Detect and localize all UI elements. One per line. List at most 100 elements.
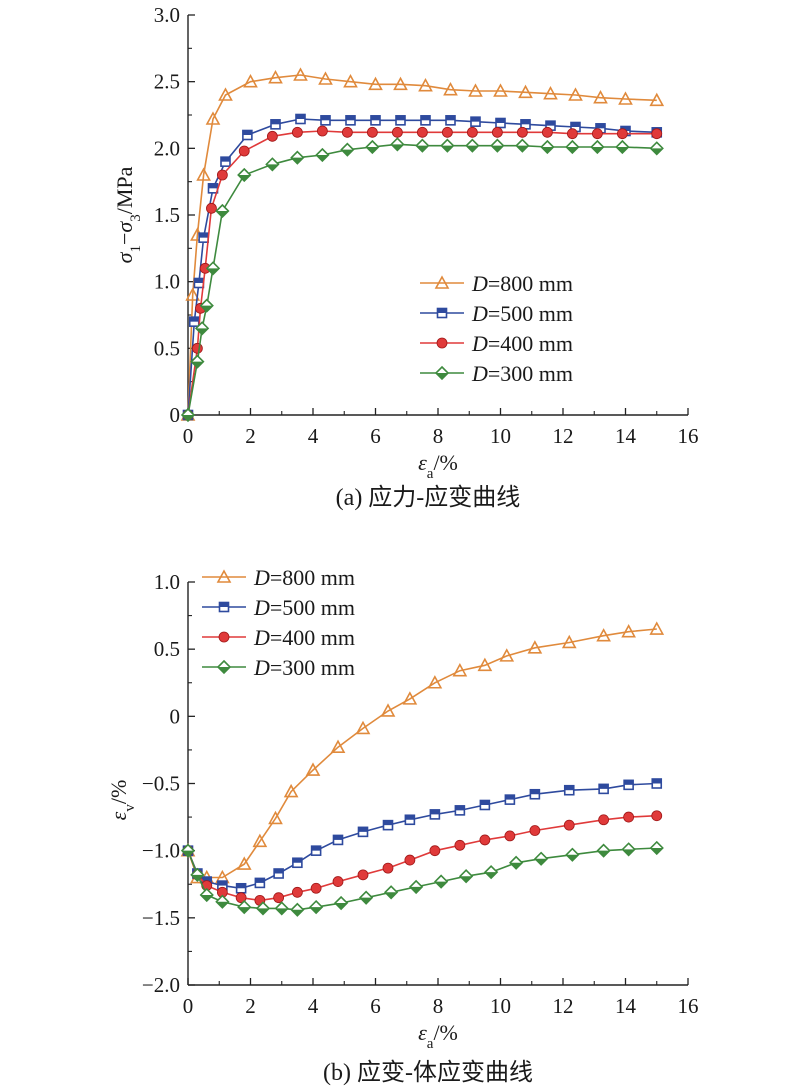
a-data-point (418, 77, 433, 92)
b-x-tick-label: 12 (553, 994, 574, 1018)
b-data-point-fill (485, 872, 498, 879)
a-series-1 (180, 67, 665, 421)
b-legend-marker-fill (218, 667, 230, 673)
chart-a-ylabel: σ1−σ3/MPa (112, 166, 144, 263)
a-data-point (468, 83, 483, 97)
a-data-point (416, 126, 428, 138)
a-data-point (593, 89, 608, 104)
b-data-point (235, 892, 247, 904)
chart-b-legend: D=800 mm D=500 mm D=400 mm D=300 mm (202, 565, 355, 680)
a-data-point-fill (541, 147, 554, 153)
a-data-point-fill (391, 144, 404, 151)
a-y-tick-label: 0.5 (154, 336, 180, 360)
a-legend-label: D=800 mm (471, 271, 573, 296)
a-data-point (316, 125, 328, 137)
b-legend-label: D=400 mm (253, 625, 355, 650)
b-legend-item: D=500 mm (202, 595, 355, 620)
a-data-point-fill (238, 175, 251, 181)
b-data-point (623, 811, 635, 823)
b-data-point (596, 628, 611, 642)
a-legend-label: D=400 mm (471, 331, 573, 356)
a-data-point (466, 126, 478, 138)
a-data-point-fill (396, 115, 405, 121)
b-data-point-fill (435, 881, 448, 888)
b-data-point-fill (333, 835, 343, 840)
a-data-point-fill (207, 268, 219, 275)
a-y-tick-label: 1.5 (154, 203, 180, 227)
b-data-point-fill (405, 815, 415, 820)
b-data-point-fill (624, 780, 634, 785)
a-data-point (491, 126, 503, 138)
a-data-point (649, 92, 665, 107)
a-data-point (493, 83, 508, 97)
b-data-point (268, 810, 283, 825)
b-data-point-fill (238, 907, 251, 914)
a-legend-label: D=300 mm (471, 361, 573, 386)
b-data-point-fill (216, 901, 229, 908)
b-data-point-fill (652, 779, 662, 784)
b-series-3 (182, 810, 663, 906)
a-data-point (341, 126, 353, 138)
a-data-point (191, 342, 203, 354)
b-series-line (187, 847, 657, 911)
chart-a: 0 0.5 1.0 1.5 2.0 2.5 3.0 0 2 4 6 8 10 12 14 16 D=800 … (112, 3, 699, 511)
b-data-point (402, 691, 418, 705)
a-data-point-fill (650, 148, 663, 155)
b-data-point-fill (360, 897, 373, 904)
a-data-point-fill (291, 157, 304, 164)
a-x-tick-label: 8 (433, 424, 444, 448)
a-legend-item: D=400 mm (420, 331, 573, 356)
b-data-point (429, 845, 441, 857)
b-data-point (273, 892, 285, 904)
a-data-point-fill (446, 115, 455, 121)
a-data-point-fill (421, 115, 430, 121)
a-data-point-fill (266, 164, 279, 171)
a-data-point (441, 126, 453, 138)
a-data-point (368, 76, 383, 91)
b-y-tick-label: 0 (170, 704, 181, 728)
b-data-point-fill (182, 850, 194, 857)
a-data-point (343, 73, 358, 88)
b-data-point (651, 810, 663, 822)
b-data-point-fill (311, 846, 321, 851)
b-x-tick-label: 16 (678, 994, 699, 1018)
b-data-point (563, 819, 575, 831)
a-data-point (291, 126, 303, 138)
a-data-point-fill (366, 147, 379, 153)
a-data-point-fill (591, 147, 604, 153)
a-data-point-fill (341, 149, 354, 156)
a-data-point-fill (466, 145, 479, 152)
b-x-tick-label: 10 (490, 994, 511, 1018)
a-data-point-fill (182, 415, 194, 421)
b-x-tick-label: 8 (433, 994, 444, 1018)
a-data-point-fill (321, 115, 330, 121)
chart-a-xlabel: εa/% (418, 450, 458, 482)
b-series-line (187, 782, 657, 890)
b-data-point-fill (455, 805, 465, 811)
a-data-point-fill (621, 126, 630, 131)
a-data-point-fill (199, 233, 209, 238)
a-data-point (185, 287, 201, 301)
b-data-point-fill (385, 892, 398, 899)
b-data-point (380, 703, 396, 717)
b-x-tick-label: 2 (245, 994, 256, 1018)
a-data-point (318, 71, 333, 85)
a-data-point (216, 169, 228, 181)
b-data-point (479, 834, 491, 846)
a-data-point-fill (546, 121, 555, 126)
b-data-point-fill (564, 785, 574, 791)
a-x-tick-label: 2 (245, 424, 256, 448)
a-data-point-fill (416, 145, 429, 152)
b-data-point-fill (410, 886, 423, 893)
b-data-point (649, 621, 665, 635)
a-legend-marker-fill (436, 373, 448, 379)
b-data-point (236, 856, 252, 870)
b-series-line (187, 814, 657, 902)
a-data-point-fill (242, 130, 252, 135)
b-legend-label: D=500 mm (253, 595, 355, 620)
a-legend-item: D=300 mm (420, 361, 573, 386)
b-x-tick-label: 14 (615, 994, 637, 1018)
a-data-point (268, 69, 283, 84)
a-data-point-fill (471, 117, 480, 122)
